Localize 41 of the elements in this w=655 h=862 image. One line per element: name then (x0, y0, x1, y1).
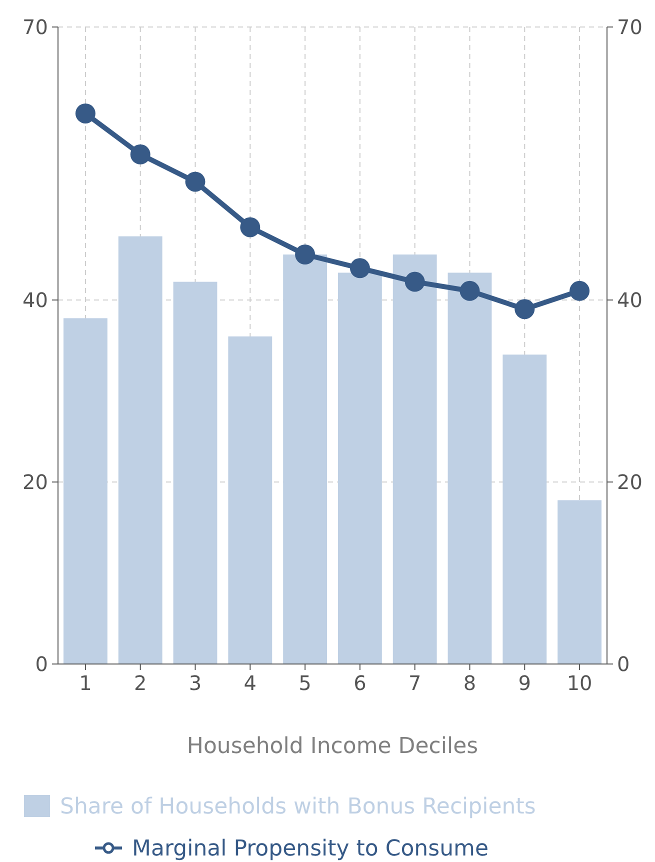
y2-tick-label: 40 (617, 288, 642, 312)
point (570, 280, 590, 301)
point (130, 144, 150, 164)
bar (448, 272, 492, 664)
point (404, 272, 425, 292)
point (240, 217, 260, 238)
point (295, 244, 316, 264)
x-tick-label: 3 (188, 671, 202, 695)
legend-label: Share of Households with Bonus Recipients (60, 794, 536, 820)
y-tick-label: 40 (22, 288, 48, 312)
x-tick-label: 6 (354, 671, 366, 695)
x-tick-label: 2 (134, 671, 147, 695)
y-tick-label: 70 (22, 15, 48, 39)
y2-tick-label: 0 (617, 652, 630, 676)
x-tick-label: 1 (79, 671, 92, 695)
bar (63, 318, 108, 664)
y2-tick-label: 20 (617, 470, 642, 494)
bar (173, 282, 218, 664)
bar (502, 354, 547, 664)
x-tick-label: 9 (518, 671, 532, 695)
bar (283, 254, 328, 664)
point (460, 280, 480, 301)
x-tick-label: 5 (298, 671, 312, 695)
point (350, 258, 370, 278)
x-tick-label: 8 (463, 671, 476, 695)
x-axis-title: Household Income Deciles (186, 734, 478, 759)
y-tick-label: 0 (35, 652, 48, 676)
bar (558, 500, 602, 664)
point (75, 103, 96, 124)
bar (392, 254, 437, 664)
bar (228, 336, 272, 664)
point (514, 299, 535, 320)
legend-label: Marginal Propensity to Consume (132, 836, 489, 862)
x-tick-label: 10 (566, 671, 592, 695)
y2-tick-label: 70 (617, 15, 642, 39)
y-tick-label: 20 (22, 470, 48, 494)
x-tick-label: 7 (408, 671, 422, 695)
bar (118, 236, 162, 664)
bar (338, 272, 382, 664)
point (185, 172, 206, 192)
x-tick-label: 4 (244, 671, 257, 695)
